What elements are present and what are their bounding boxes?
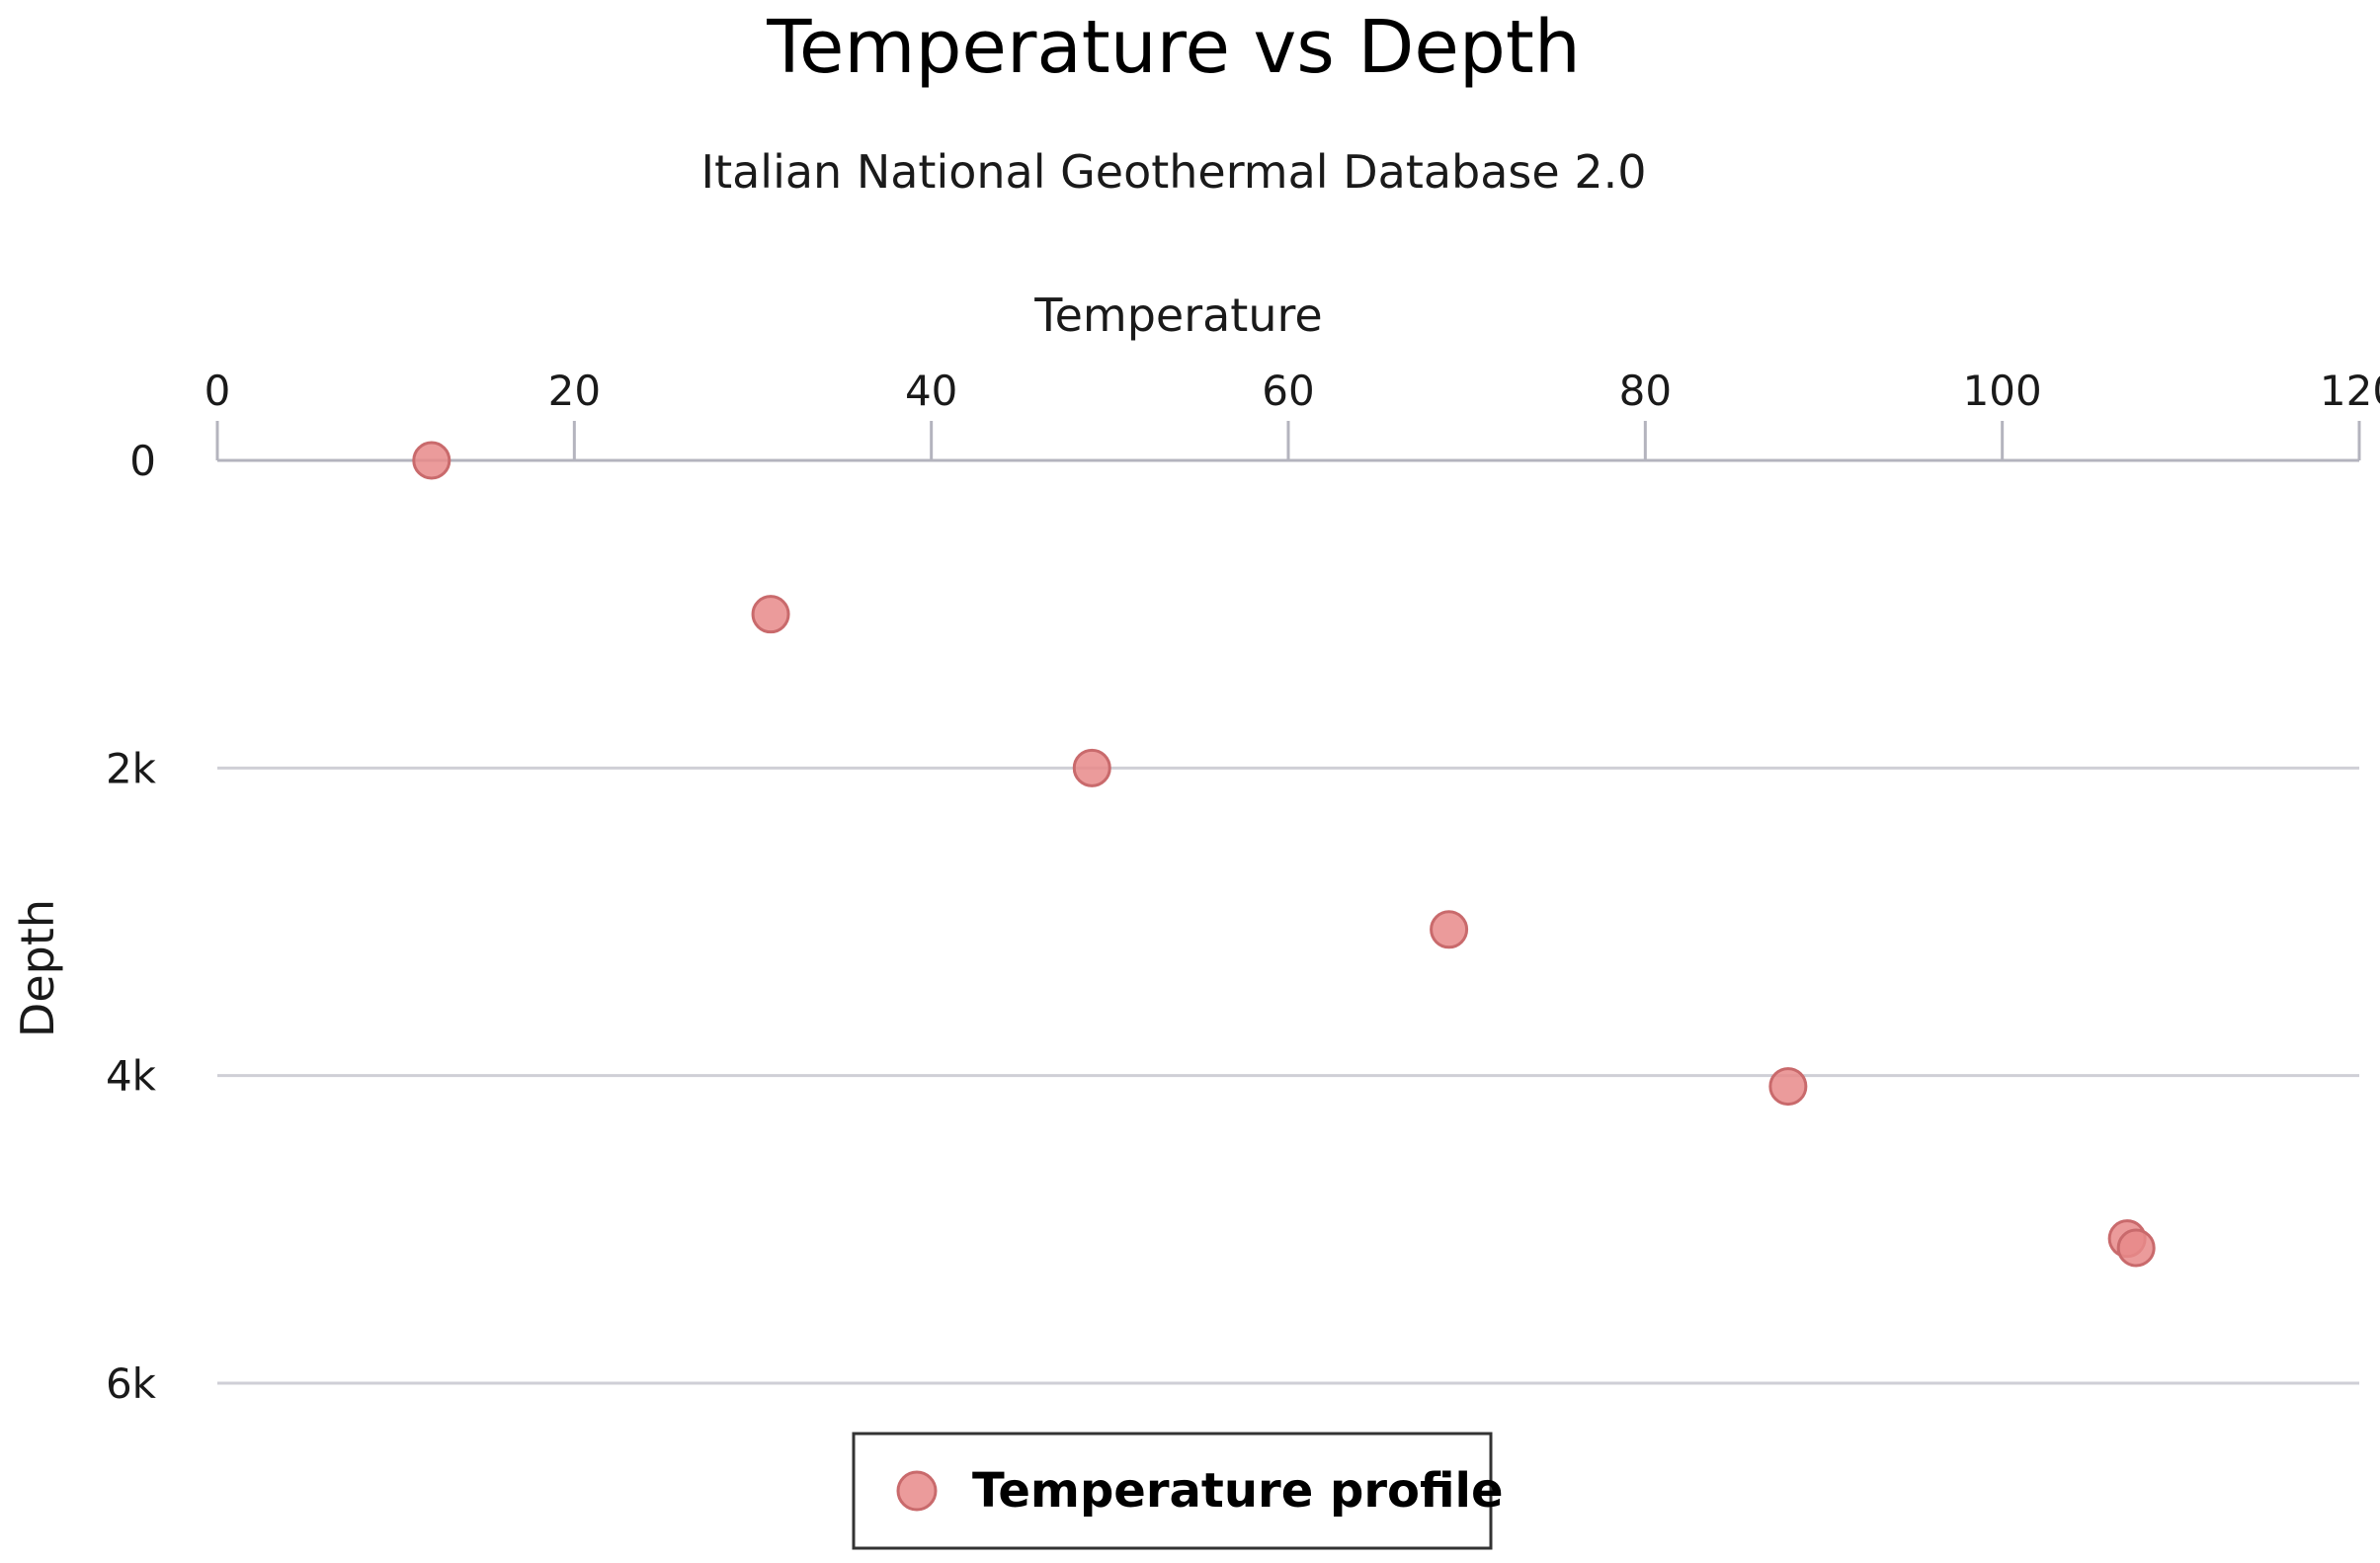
data-point — [1430, 910, 1469, 949]
y-tick-label: 2k — [106, 744, 157, 792]
x-tick-label: 20 — [548, 367, 601, 415]
x-tick-label: 100 — [1963, 367, 2042, 415]
data-point — [2116, 1228, 2156, 1268]
y-tick-label: 0 — [129, 437, 156, 485]
y-axis-title: Depth — [11, 899, 64, 1037]
chart-title: Temperature vs Depth — [766, 5, 1581, 90]
x-axis-title: Temperature — [1033, 288, 1322, 342]
data-point — [751, 595, 790, 634]
x-tick-label: 0 — [205, 367, 231, 415]
x-tick-label: 60 — [1262, 367, 1314, 415]
series-points — [412, 441, 2156, 1268]
y-tick-label: 6k — [106, 1359, 157, 1408]
data-point — [1072, 748, 1111, 787]
tick-labels: 0 2k 4k 6k 0 20 40 60 80 100 120 — [106, 367, 2380, 1408]
legend-marker — [896, 1470, 938, 1512]
x-tick-label: 80 — [1619, 367, 1672, 415]
x-axis — [215, 421, 2361, 462]
legend-label: Temperature profile — [972, 1463, 1504, 1519]
legend-box — [852, 1432, 1493, 1550]
x-tick-label: 40 — [905, 367, 957, 415]
chart-subtitle: Italian National Geothermal Database 2.0 — [701, 145, 1647, 199]
grid — [217, 766, 2359, 1385]
data-point — [412, 441, 451, 480]
y-tick-label: 4k — [106, 1052, 157, 1101]
x-tick-label: 120 — [2320, 367, 2380, 415]
legend[interactable]: Temperature profile — [852, 1432, 1504, 1550]
data-point — [1768, 1067, 1808, 1107]
